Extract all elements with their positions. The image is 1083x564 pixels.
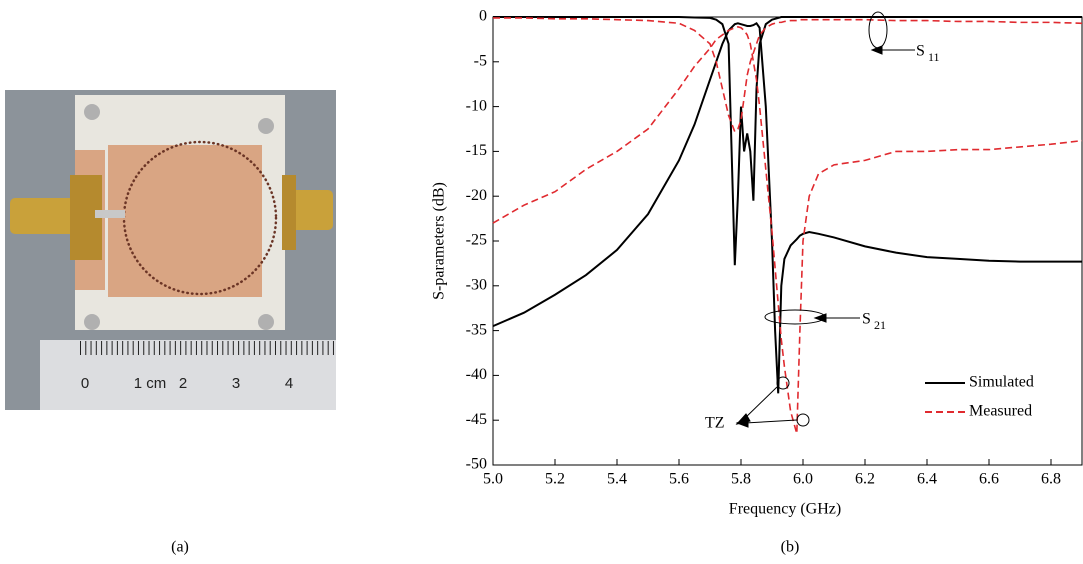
tz-circle bbox=[796, 413, 810, 427]
connector-right bbox=[285, 190, 333, 230]
annotation-subscript: 21 bbox=[874, 318, 886, 332]
arrowhead bbox=[735, 417, 749, 428]
y-tick-label: -35 bbox=[466, 321, 487, 338]
plot: 0 -5 -10 -15 -20 -25 -30 -35 -40 -45 -505.0 5.2 5.4 5… bbox=[466, 8, 1083, 488]
annotation: S bbox=[916, 43, 925, 60]
y-tick-label: -5 bbox=[474, 52, 487, 69]
x-tick-label: 5.2 bbox=[545, 471, 565, 488]
y-tick-label: -30 bbox=[466, 276, 487, 293]
arrowhead bbox=[870, 45, 883, 55]
via-ring bbox=[122, 140, 278, 296]
annotation: S bbox=[862, 311, 871, 328]
y-tick-label: -10 bbox=[466, 97, 487, 114]
y-tick-label: -50 bbox=[466, 456, 487, 473]
y-tick-label: -15 bbox=[466, 142, 487, 159]
x-axis-label: Frequency (GHz) bbox=[729, 501, 841, 518]
arrow bbox=[744, 419, 798, 424]
x-tick-label: 6.6 bbox=[979, 471, 999, 488]
x-tick-label: 6.8 bbox=[1041, 471, 1061, 488]
x-tick-label: 5.4 bbox=[607, 471, 627, 488]
copper bbox=[108, 145, 262, 297]
screw bbox=[84, 314, 100, 330]
x-tick-label: 5.6 bbox=[669, 471, 689, 488]
ruler-label: 1 cm bbox=[134, 375, 167, 392]
x-tick-label: 5.8 bbox=[731, 471, 751, 488]
caption: (a) bbox=[171, 539, 189, 556]
ruler-labels: 0 1 cm 2 3 4 bbox=[81, 375, 293, 392]
x-tick-label: 6.2 bbox=[855, 471, 875, 488]
x-tick-label: 6.0 bbox=[793, 471, 813, 488]
annotation: TZ bbox=[705, 415, 725, 432]
ruler bbox=[40, 340, 336, 410]
tz-circle bbox=[776, 376, 790, 390]
connector-left bbox=[10, 198, 80, 234]
series-line bbox=[492, 26, 1083, 434]
y-tick-label: -20 bbox=[466, 187, 487, 204]
ruler-label: 0 bbox=[81, 375, 89, 392]
caption: (b) bbox=[781, 539, 800, 556]
series-line bbox=[493, 16, 1082, 266]
series-line bbox=[492, 21, 1082, 394]
legend-label: Simulated bbox=[969, 374, 1034, 391]
y-tick-label: -45 bbox=[466, 411, 487, 428]
ruler-label: 2 bbox=[179, 375, 187, 392]
y-tick-label: 0 bbox=[479, 8, 487, 25]
x-tick-label: 5.0 bbox=[483, 471, 503, 488]
screw bbox=[258, 314, 274, 330]
arrowhead bbox=[813, 313, 827, 323]
ruler-label: 3 bbox=[232, 375, 240, 392]
screw bbox=[258, 118, 274, 134]
arrow bbox=[742, 386, 778, 421]
photo: 0 1 cm 2 3 4 bbox=[5, 90, 336, 410]
x-tick-label: 6.4 bbox=[917, 471, 937, 488]
screw bbox=[84, 104, 100, 120]
y-axis-label: S-parameters (dB) bbox=[431, 182, 448, 300]
feed-line bbox=[95, 210, 125, 218]
annotation-shapes bbox=[735, 11, 915, 428]
connector-flange-right bbox=[282, 175, 296, 250]
plot-frame bbox=[492, 16, 1083, 466]
ruler-label: 4 bbox=[285, 375, 293, 392]
legend-label: Measured bbox=[969, 403, 1032, 420]
y-tick-label: -25 bbox=[466, 232, 487, 249]
y-tick-label: -40 bbox=[466, 366, 487, 383]
annotation-subscript: 11 bbox=[928, 50, 940, 64]
series-line bbox=[493, 17, 1083, 134]
